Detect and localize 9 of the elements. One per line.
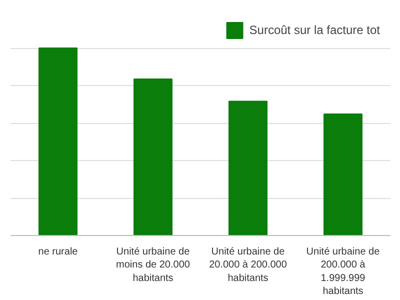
bar: [134, 78, 172, 236]
bar: [228, 100, 268, 236]
x-tick-label: ne rurale: [38, 246, 78, 258]
bar: [38, 48, 78, 236]
x-tick-label: Unité urbaine de 200.000 à 1.999.999 habitants: [306, 246, 380, 298]
legend-label: Surcoût sur la facture tot: [249, 23, 380, 37]
x-tick-label: Unité urbaine de moins de 20.000 habitants: [116, 246, 190, 284]
x-tick-label: Unité urbaine de 20.000 à 200.000 habitants: [209, 246, 288, 284]
bar: [324, 114, 362, 236]
